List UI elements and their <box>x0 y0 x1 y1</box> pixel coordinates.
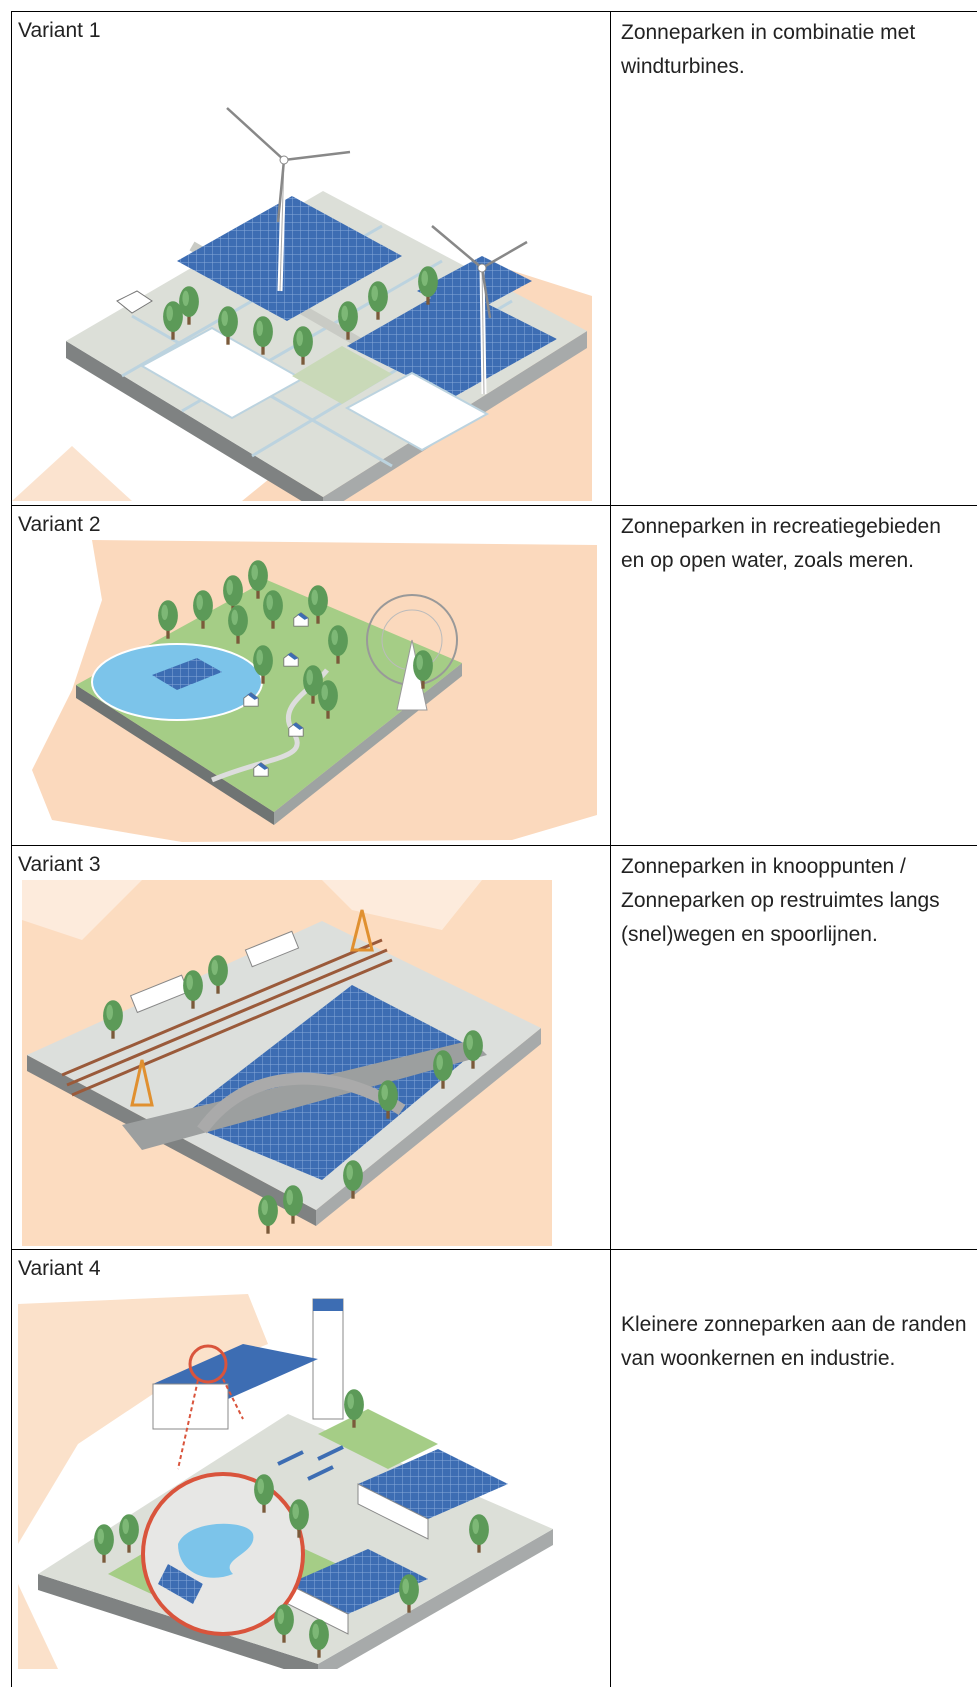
image-cell: Variant 1 <box>12 12 611 506</box>
image-cell: Variant 2 <box>12 506 611 846</box>
row: Variant 3 <box>12 846 977 1250</box>
text-cell: Zonneparken in combinatie met windturbin… <box>611 12 977 506</box>
text-cell: Kleinere zonneparken aan de randen van w… <box>611 1250 977 1687</box>
variant-label: Variant 1 <box>12 12 610 46</box>
variant-label: Variant 4 <box>12 1250 610 1284</box>
variant-description: Kleinere zonneparken aan de randen van w… <box>611 1250 977 1376</box>
variant-description: Zonneparken in recreatiegebieden en op o… <box>611 506 977 578</box>
variant-description: Zonneparken in combinatie met windturbin… <box>611 12 977 84</box>
image-cell: Variant 4 <box>12 1250 611 1687</box>
text-cell: Zonneparken in knooppunten / Zonneparken… <box>611 846 977 1250</box>
row: Variant 2 <box>12 506 977 846</box>
row: Variant 1 <box>12 12 977 506</box>
variant-label: Variant 2 <box>12 506 610 540</box>
illustration <box>22 880 552 1246</box>
text-cell: Zonneparken in recreatiegebieden en op o… <box>611 506 977 846</box>
variant-description: Zonneparken in knooppunten / Zonneparken… <box>611 846 977 952</box>
illustration <box>18 1284 563 1669</box>
illustration <box>12 540 597 842</box>
row: Variant 4 <box>12 1250 977 1687</box>
illustration <box>12 46 592 501</box>
variants-table: Variant 1 <box>11 11 977 1687</box>
image-cell: Variant 3 <box>12 846 611 1250</box>
variant-label: Variant 3 <box>12 846 610 880</box>
